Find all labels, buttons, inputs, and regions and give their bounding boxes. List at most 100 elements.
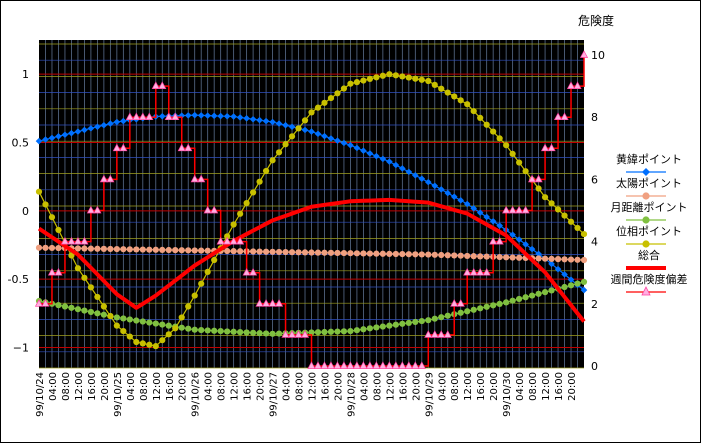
x-tick-label: 12:00 bbox=[152, 372, 163, 401]
data-point bbox=[353, 79, 361, 86]
x-tick-label: 20:00 bbox=[411, 372, 422, 401]
data-point-diamond bbox=[347, 141, 354, 149]
data-point bbox=[509, 297, 516, 304]
data-point bbox=[308, 109, 315, 116]
data-point bbox=[340, 249, 348, 257]
data-point bbox=[379, 72, 386, 79]
data-point bbox=[178, 314, 185, 321]
data-point bbox=[425, 317, 432, 324]
data-point-diamond bbox=[373, 152, 380, 160]
data-point bbox=[522, 294, 529, 301]
x-tick-label: 20:00 bbox=[256, 372, 267, 401]
data-point bbox=[301, 249, 309, 256]
data-point bbox=[237, 329, 244, 336]
data-point bbox=[548, 255, 555, 262]
data-point-triangle bbox=[515, 205, 524, 214]
data-point-diamond bbox=[334, 137, 341, 144]
data-point bbox=[483, 121, 490, 128]
x-tick-label: 12:00 bbox=[230, 372, 241, 401]
data-point-triangle bbox=[560, 112, 569, 121]
x-tick-label: 12:00 bbox=[74, 372, 85, 401]
legend-marker bbox=[642, 168, 650, 176]
data-point-triangle bbox=[67, 236, 76, 245]
data-point-triangle bbox=[573, 81, 582, 89]
data-point-diamond bbox=[184, 112, 192, 119]
x-tick-label: 08:00 bbox=[528, 372, 539, 401]
data-point-triangle bbox=[268, 299, 277, 307]
data-point bbox=[172, 325, 179, 332]
data-point bbox=[561, 283, 568, 291]
data-point-diamond bbox=[535, 250, 542, 258]
x-tick-label: 20:00 bbox=[489, 372, 500, 401]
data-point bbox=[204, 327, 211, 334]
data-point-triangle bbox=[203, 205, 212, 214]
data-point bbox=[379, 323, 386, 330]
data-point bbox=[81, 245, 88, 252]
data-point bbox=[126, 333, 133, 340]
data-point bbox=[503, 254, 510, 261]
data-point-triangle bbox=[307, 361, 316, 369]
data-point-triangle bbox=[73, 236, 83, 245]
data-point bbox=[159, 246, 166, 253]
data-point bbox=[243, 329, 250, 336]
data-point bbox=[405, 74, 412, 81]
legend-label: 総合 bbox=[638, 248, 660, 262]
data-point bbox=[217, 328, 224, 335]
data-point-triangle bbox=[119, 143, 128, 152]
data-point-diamond bbox=[424, 178, 432, 186]
data-point-diamond bbox=[262, 117, 270, 125]
data-point-triangle bbox=[158, 81, 167, 89]
right-tick-label: 6 bbox=[591, 173, 598, 186]
data-point bbox=[567, 256, 575, 263]
data-point-diamond bbox=[386, 158, 393, 165]
data-point-diamond bbox=[515, 236, 523, 243]
data-point bbox=[509, 254, 516, 261]
data-point bbox=[412, 318, 419, 326]
data-point bbox=[567, 218, 575, 225]
data-point-triangle bbox=[456, 299, 465, 307]
data-point-triangle bbox=[261, 299, 271, 307]
data-point bbox=[152, 320, 159, 327]
data-point bbox=[340, 85, 348, 92]
data-point-triangle bbox=[372, 361, 381, 369]
data-point bbox=[230, 328, 237, 335]
data-point bbox=[503, 142, 510, 149]
data-point bbox=[399, 251, 406, 258]
data-point bbox=[509, 150, 516, 157]
x-tick-label: 99/10/26 bbox=[191, 372, 202, 417]
data-point-diamond bbox=[457, 197, 465, 204]
data-point-diamond bbox=[353, 144, 361, 152]
data-point bbox=[100, 303, 107, 310]
data-point bbox=[321, 99, 328, 106]
data-point-diamond bbox=[489, 218, 497, 225]
right-axis-title: 危険度 bbox=[578, 13, 614, 28]
data-point bbox=[308, 249, 315, 256]
data-point bbox=[438, 85, 445, 92]
data-point bbox=[516, 159, 523, 166]
data-point-diamond bbox=[444, 189, 452, 197]
data-point-triangle bbox=[274, 299, 284, 307]
data-point bbox=[243, 199, 250, 207]
data-point-triangle bbox=[417, 361, 426, 369]
data-point-diamond bbox=[158, 113, 166, 120]
data-point bbox=[87, 284, 95, 291]
data-point bbox=[347, 80, 354, 87]
data-point-diamond bbox=[548, 260, 555, 268]
data-point bbox=[146, 341, 153, 348]
data-point-triangle bbox=[287, 330, 297, 338]
legend-marker bbox=[642, 216, 650, 224]
right-tick-label: 4 bbox=[591, 236, 598, 249]
data-point-diamond bbox=[217, 112, 224, 120]
data-point bbox=[68, 304, 75, 311]
data-point bbox=[516, 254, 523, 261]
x-tick-label: 08:00 bbox=[372, 372, 383, 401]
data-point-triangle bbox=[579, 50, 589, 58]
data-point bbox=[470, 253, 477, 260]
data-point-diamond bbox=[256, 116, 263, 124]
data-point bbox=[321, 328, 328, 336]
data-point bbox=[42, 201, 49, 208]
data-point-diamond bbox=[55, 133, 62, 140]
right-tick-label: 8 bbox=[591, 111, 598, 124]
data-point bbox=[250, 248, 257, 255]
